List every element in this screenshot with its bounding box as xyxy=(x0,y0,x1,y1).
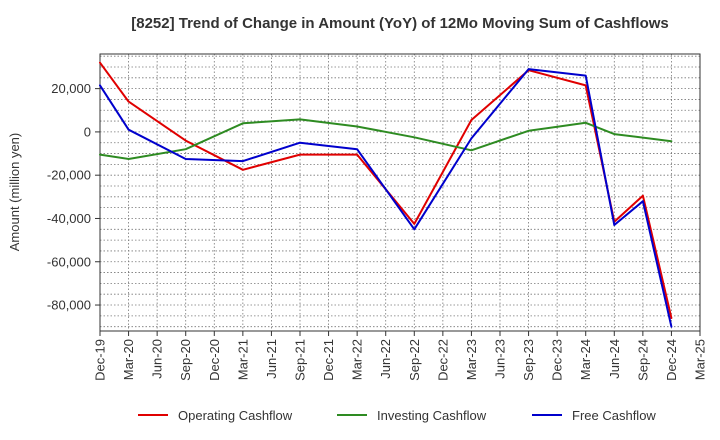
x-tick-label: Mar-23 xyxy=(464,339,479,380)
series-line-investing-cashflow xyxy=(99,118,673,160)
x-tick-label: Jun-22 xyxy=(378,339,393,379)
series-lines xyxy=(99,61,673,328)
legend-label-operating-cashflow: Operating Cashflow xyxy=(178,408,293,423)
y-tick-label: -80,000 xyxy=(47,298,91,313)
x-tick-label: Mar-24 xyxy=(578,339,593,380)
legend-label-investing-cashflow: Investing Cashflow xyxy=(377,408,487,423)
y-axis-label: Amount (million yen) xyxy=(7,133,22,252)
legend: Operating Cashflow Investing Cashflow Free… xyxy=(138,408,656,423)
x-tick-label: Dec-19 xyxy=(93,339,108,381)
x-tick-label: Sep-21 xyxy=(293,339,308,381)
x-tick-label: Mar-20 xyxy=(121,339,136,380)
plot-frame xyxy=(99,53,701,332)
x-tick-label: Sep-22 xyxy=(407,339,422,381)
x-tick-label: Jun-24 xyxy=(607,339,622,379)
y-tick-label: 20,000 xyxy=(51,81,91,96)
x-tick-label: Mar-25 xyxy=(693,339,708,380)
x-tick-label: Dec-22 xyxy=(435,339,450,381)
x-tick-label: Mar-21 xyxy=(235,339,250,380)
x-tick-label: Jun-20 xyxy=(150,339,165,379)
x-tick-label: Sep-23 xyxy=(521,339,536,381)
y-tick-label: -40,000 xyxy=(47,211,91,226)
x-tick-label: Dec-24 xyxy=(664,339,679,381)
x-axis: Dec-19 Mar-20 Jun-20 Sep-20 Dec-20 Mar-21 Jun-… xyxy=(93,331,708,381)
grid xyxy=(100,54,700,331)
x-tick-label: Mar-22 xyxy=(350,339,365,380)
y-tick-label: 0 xyxy=(84,124,91,139)
x-tick-label: Dec-21 xyxy=(321,339,336,381)
y-tick-label: -60,000 xyxy=(47,254,91,269)
chart-title: [8252] Trend of Change in Amount (YoY) o… xyxy=(131,15,669,32)
legend-label-free-cashflow: Free Cashflow xyxy=(572,408,656,423)
y-axis: 20,000 0 -20,000 -40,000 -60,000 -80,000 xyxy=(47,81,100,313)
x-tick-label: Sep-20 xyxy=(178,339,193,381)
y-tick-label: -20,000 xyxy=(47,168,91,183)
x-tick-label: Jun-23 xyxy=(493,339,508,379)
x-tick-label: Jun-21 xyxy=(264,339,279,379)
x-tick-label: Dec-23 xyxy=(550,339,565,381)
x-tick-label: Sep-24 xyxy=(635,339,650,381)
x-tick-label: Dec-20 xyxy=(207,339,222,381)
series-line-free-cashflow xyxy=(99,68,673,328)
